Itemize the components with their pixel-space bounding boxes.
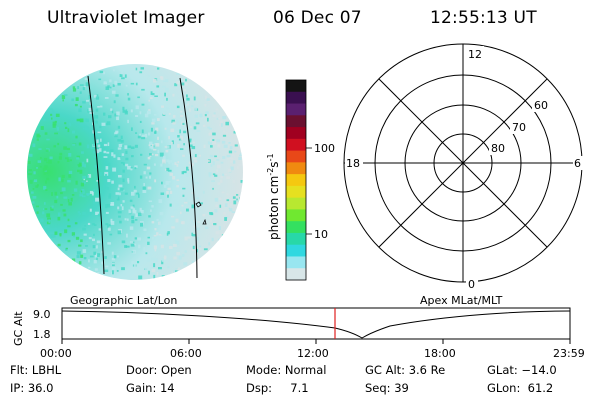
timeline-tick-2359: 23:59 [553,347,585,360]
date-label: 06 Dec 07 [273,8,362,28]
colorbar-band [286,103,306,116]
polar-label-lat-80: 80 [491,142,505,155]
timeline-tick-1200: 12:00 [297,347,329,360]
timeline-tick-0600: 06:00 [170,347,202,360]
polar-label-mlt-6: 6 [574,157,581,170]
polar-label-lat-70: 70 [512,121,526,134]
colorbar-band [286,209,306,222]
info-filter: Flt: LBHL [10,363,62,377]
colorbar-band [286,221,306,234]
colorbar-band [286,244,306,257]
meridian-line-right [179,77,198,279]
colorbar-label-sup2: -1 [266,153,275,161]
info-door: Door: Open [126,363,192,377]
timeline-y-top: 9.0 [33,308,51,321]
instrument-title: Ultraviolet Imager [47,8,205,28]
polar-label-mlt-12: 12 [468,48,482,61]
timeline-tick-0000: 00:00 [40,347,72,360]
imager-speckle [27,67,243,280]
colorbar [286,80,306,281]
colorbar-band [286,197,306,210]
meridian-line-left [87,75,105,275]
colorbar-band [286,127,306,140]
altitude-curve [61,310,571,339]
colorbar-band [286,115,306,128]
info-glon: GLon: 61.2 [487,381,554,395]
colorbar-band [286,80,306,93]
coastline-feature [202,218,207,225]
timeline-axis-label: GC Alt [12,311,25,346]
polar-label-mlt-18: 18 [346,157,360,170]
info-seq: Seq: 39 [365,381,409,395]
colorbar-tick-100: 100 [314,142,335,155]
colorbar-band [286,185,306,199]
timeline-tick-1800: 18:00 [424,347,456,360]
svg-text:photon cm-2s-1: photon cm-2s-1 [266,153,281,240]
time-label: 12:55:13 UT [430,8,537,28]
coastline-feature [195,201,202,208]
info-dsp: Dsp: 7.1 [246,381,309,395]
polar-plot [343,43,583,283]
polar-label-lat-60: 60 [534,99,548,112]
svg-text:GC Alt: GC Alt [12,311,25,346]
info-gain: Gain: 14 [126,381,175,395]
colorbar-band [286,232,306,246]
colorbar-band [286,138,306,152]
timeline-label-geographic: Geographic Lat/Lon [70,294,177,307]
colorbar-band [286,162,306,175]
colorbar-label-main: photon cm [267,176,281,240]
colorbar-label-sup1: -2 [266,168,275,176]
colorbar-band [286,268,306,281]
colorbar-band [286,174,306,187]
info-mode: Mode: Normal [246,363,327,377]
imager-disc [27,64,243,280]
colorbar-band [286,91,306,105]
colorbar-band [286,256,306,269]
colorbar-tick-10: 10 [314,228,328,241]
colorbar-label: photon cm-2s-1 [266,153,281,240]
colorbar-band [286,150,306,163]
timeline-label-apex: Apex MLat/MLT [420,294,503,307]
info-glat: GLat: −14.0 [487,363,557,377]
info-ip: IP: 36.0 [10,381,54,395]
polar-diagonal-2 [378,78,548,248]
polar-label-mlt-0: 0 [468,278,475,291]
colorbar-label-s: s [267,161,281,167]
timeline-y-bottom: 1.8 [33,328,51,341]
colorbar-frame [285,79,307,281]
info-gc-alt: GC Alt: 3.6 Re [365,363,446,377]
